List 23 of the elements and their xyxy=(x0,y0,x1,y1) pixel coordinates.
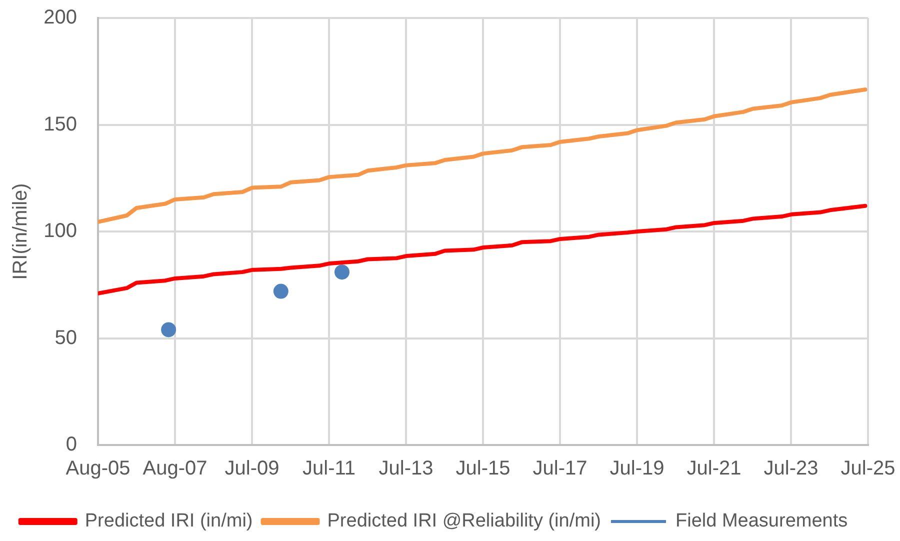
legend-label: Field Measurements xyxy=(676,510,848,532)
x-tick-label: Jul-11 xyxy=(302,458,356,480)
x-tick-label: Jul-17 xyxy=(532,458,588,480)
point xyxy=(161,322,176,338)
y-tick-label: 200 xyxy=(44,6,77,29)
x-tick-label: Jul-23 xyxy=(764,458,818,480)
x-tick-label: Jul-09 xyxy=(224,458,280,480)
legend-label: Predicted IRI @Reliability (in/mi) xyxy=(327,510,601,532)
y-axis-title: IRI(in/mile) xyxy=(10,183,32,280)
point xyxy=(334,264,350,280)
x-tick-label: Aug-07 xyxy=(142,458,208,480)
x-tick-label: Jul-13 xyxy=(378,458,434,480)
y-tick-label: 50 xyxy=(54,326,77,349)
point xyxy=(273,284,288,299)
legend-label: Predicted IRI (in/mi) xyxy=(84,510,253,532)
x-tick-label: Jul-19 xyxy=(610,458,664,480)
x-tick-label: Jul-15 xyxy=(456,458,510,480)
x-tick-label: Aug-05 xyxy=(66,458,130,480)
y-tick-label: 100 xyxy=(44,220,77,242)
y-tick-label: 0 xyxy=(66,434,77,456)
x-tick-label: Jul-25 xyxy=(840,458,896,480)
y-tick-label: 150 xyxy=(44,113,77,136)
x-tick-label: Jul-21 xyxy=(686,458,742,480)
